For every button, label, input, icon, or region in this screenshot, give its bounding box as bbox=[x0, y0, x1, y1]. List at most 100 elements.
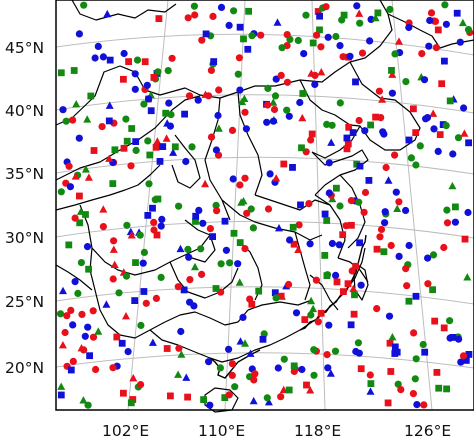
station-marker-square bbox=[405, 136, 413, 144]
station-marker-circle bbox=[377, 114, 385, 122]
station-marker-circle bbox=[145, 95, 153, 103]
station-marker-square bbox=[438, 80, 446, 88]
station-marker-triangle bbox=[102, 300, 111, 308]
station-marker-circle bbox=[216, 364, 224, 372]
station-marker-square bbox=[316, 26, 323, 34]
station-marker-circle bbox=[264, 101, 272, 109]
station-marker-circle bbox=[332, 271, 340, 279]
station-marker-square bbox=[120, 389, 127, 397]
station-marker-circle bbox=[328, 239, 336, 248]
station-marker-circle bbox=[213, 207, 221, 215]
station-marker-circle bbox=[157, 222, 165, 230]
station-marker-triangle bbox=[214, 124, 223, 132]
station-marker-square bbox=[76, 219, 84, 227]
station-marker-circle bbox=[375, 87, 383, 95]
station-marker-circle bbox=[92, 365, 100, 374]
station-marker-circle bbox=[198, 36, 206, 44]
station-marker-circle bbox=[186, 298, 194, 306]
station-marker-circle bbox=[99, 53, 107, 61]
station-marker-circle bbox=[212, 146, 220, 154]
station-marker-circle bbox=[311, 71, 319, 79]
station-marker-circle bbox=[294, 36, 302, 45]
station-marker-circle bbox=[62, 117, 70, 125]
station-marker-circle bbox=[443, 206, 451, 214]
station-marker-circle bbox=[429, 251, 438, 259]
station-marker-circle bbox=[376, 233, 384, 241]
station-marker-circle bbox=[212, 201, 220, 209]
station-marker-circle bbox=[167, 111, 175, 119]
station-marker-circle bbox=[143, 81, 151, 89]
station-marker-square bbox=[348, 221, 355, 229]
station-marker-triangle bbox=[393, 204, 402, 212]
station-marker-triangle bbox=[366, 387, 375, 395]
station-marker-square bbox=[301, 316, 309, 323]
station-marker-circle bbox=[63, 312, 71, 320]
station-marker-circle bbox=[142, 299, 150, 307]
station-marker-circle bbox=[209, 12, 217, 20]
station-marker-circle bbox=[295, 221, 303, 229]
station-marker-circle bbox=[306, 240, 314, 248]
station-marker-square bbox=[344, 280, 352, 288]
station-marker-circle bbox=[243, 209, 251, 217]
station-marker-circle bbox=[430, 125, 438, 133]
station-marker-square bbox=[343, 134, 351, 142]
station-marker-circle bbox=[342, 222, 350, 230]
station-marker-circle bbox=[280, 355, 288, 363]
station-marker-triangle bbox=[307, 296, 316, 305]
station-marker-circle bbox=[235, 54, 243, 62]
station-marker-triangle bbox=[273, 18, 282, 26]
station-marker-circle bbox=[454, 134, 463, 142]
station-marker-circle bbox=[75, 30, 83, 38]
station-marker-square bbox=[440, 324, 448, 332]
border-shandong bbox=[311, 149, 369, 196]
station-marker-circle bbox=[207, 133, 216, 141]
station-marker-circle bbox=[81, 332, 89, 340]
station-marker-circle bbox=[270, 105, 279, 114]
station-marker-circle bbox=[459, 352, 468, 360]
station-marker-square bbox=[221, 217, 229, 225]
station-marker-circle bbox=[360, 208, 368, 216]
station-marker-circle bbox=[158, 215, 166, 223]
station-marker-circle bbox=[388, 89, 396, 97]
border-ningxia bbox=[171, 134, 201, 189]
station-marker-circle bbox=[207, 66, 215, 74]
station-marker-circle bbox=[89, 307, 97, 315]
station-marker-circle bbox=[355, 116, 363, 125]
station-marker-square bbox=[350, 310, 358, 318]
station-marker-circle bbox=[339, 53, 347, 61]
parallel-45n bbox=[55, 33, 474, 56]
station-marker-square bbox=[461, 235, 469, 243]
station-marker-circle bbox=[67, 306, 75, 314]
station-marker-square bbox=[309, 39, 317, 47]
station-marker-circle bbox=[391, 151, 399, 159]
station-marker-circle bbox=[231, 383, 239, 391]
station-marker-circle bbox=[133, 56, 142, 64]
station-marker-circle bbox=[446, 317, 454, 325]
station-marker-triangle bbox=[272, 174, 281, 182]
station-marker-circle bbox=[283, 30, 291, 39]
station-marker-square bbox=[210, 58, 218, 65]
station-marker-triangle bbox=[371, 13, 380, 22]
station-marker-square bbox=[412, 129, 420, 136]
station-marker-circle bbox=[65, 162, 73, 170]
station-marker-circle bbox=[137, 321, 145, 329]
station-marker-circle bbox=[402, 265, 410, 273]
station-marker-circle bbox=[325, 321, 333, 329]
station-marker-square bbox=[202, 30, 210, 38]
border-qinghai bbox=[55, 164, 161, 211]
station-marker-triangle bbox=[94, 327, 103, 335]
station-marker-circle bbox=[464, 208, 472, 217]
station-marker-circle bbox=[455, 335, 463, 343]
station-marker-circle bbox=[442, 122, 450, 130]
station-marker-circle bbox=[432, 44, 440, 52]
station-marker-circle bbox=[168, 54, 176, 62]
station-marker-circle bbox=[425, 42, 433, 50]
station-marker-circle bbox=[61, 328, 69, 337]
station-marker-circle bbox=[248, 32, 256, 40]
station-marker-circle bbox=[197, 245, 205, 253]
latitude-labels: 45°N 40°N 35°N 30°N 25°N 20°N bbox=[5, 39, 44, 377]
station-marker-square bbox=[285, 386, 293, 394]
station-marker-circle bbox=[377, 225, 386, 234]
station-marker-triangle bbox=[201, 179, 210, 188]
station-marker-circle bbox=[115, 289, 123, 297]
